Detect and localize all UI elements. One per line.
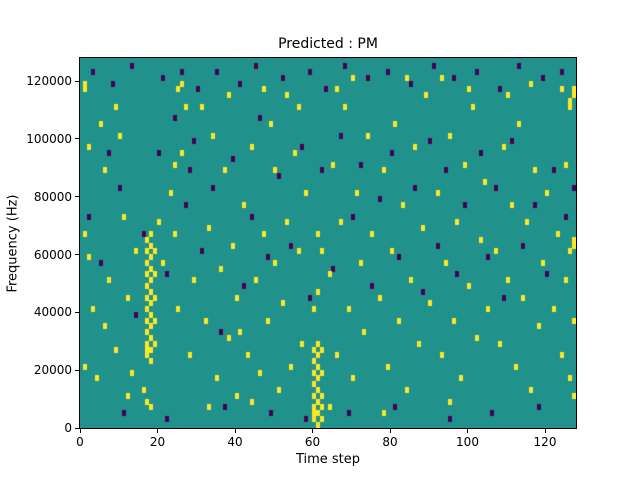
y-tick-label: 40000 <box>33 305 72 320</box>
y-tick-label: 100000 <box>26 131 72 146</box>
y-tick-mark <box>75 80 79 82</box>
x-tick-mark <box>467 429 468 433</box>
x-tick-label: 80 <box>382 435 398 449</box>
y-tick-mark <box>75 427 79 429</box>
x-axis-label: Time step <box>295 452 361 467</box>
y-tick-label: 20000 <box>33 363 72 378</box>
x-tick-mark <box>79 429 81 433</box>
y-tick-mark <box>75 138 79 140</box>
x-tick-label: 100 <box>456 435 479 449</box>
x-tick-mark <box>389 429 391 433</box>
x-tick-mark <box>544 429 546 433</box>
y-tick-mark <box>75 311 79 313</box>
plot-area <box>79 57 577 429</box>
y-tick-mark <box>75 196 79 198</box>
y-tick-mark <box>75 254 79 256</box>
x-tick-label: 120 <box>533 435 557 449</box>
x-tick-label: 40 <box>227 435 243 449</box>
y-tick-mark <box>75 369 79 371</box>
y-tick-label: 80000 <box>33 189 72 204</box>
y-tick-label: 60000 <box>33 247 72 262</box>
x-tick-mark <box>312 429 313 433</box>
y-tick-label: 120000 <box>26 74 72 89</box>
y-axis-label: Frequency (Hz) <box>5 194 21 293</box>
y-tick-label: 0 <box>64 421 72 435</box>
heatmap-canvas <box>80 58 576 428</box>
x-tick-mark <box>157 429 158 433</box>
x-tick-mark <box>234 429 236 433</box>
x-tick-label: 20 <box>149 435 166 449</box>
x-tick-label: 60 <box>304 435 321 449</box>
x-tick-label: 0 <box>76 435 84 449</box>
chart-title: Predicted : PM <box>278 36 378 52</box>
